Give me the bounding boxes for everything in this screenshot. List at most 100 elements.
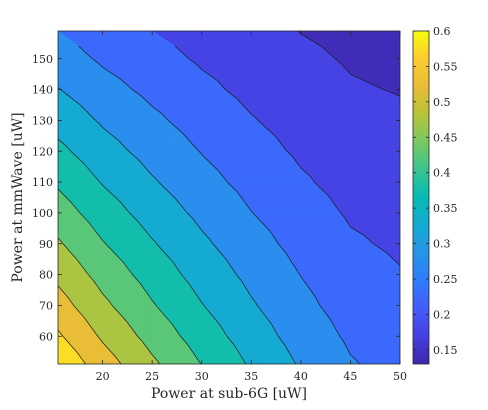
contour-line: [172, 261, 182, 275]
contour-line: [252, 212, 271, 233]
contour-line: [95, 120, 99, 124]
contour-line: [383, 89, 394, 94]
colorbar-tick-label: 0.35: [433, 202, 458, 215]
contour-line: [151, 175, 157, 180]
contour-line: [141, 95, 153, 107]
colorbar-tick-label: 0.6: [433, 25, 451, 38]
y-tick-label: 120: [32, 145, 53, 158]
colorbar-tick-label: 0.3: [433, 238, 451, 251]
contour-line: [132, 274, 140, 283]
contour-line: [167, 120, 183, 133]
contour-line: [78, 45, 93, 60]
contour-band: [151, 31, 176, 60]
x-tick-label: 20: [96, 370, 110, 383]
contour-line: [300, 276, 316, 297]
contour-line: [97, 62, 103, 68]
x-tick-label: 35: [244, 370, 258, 383]
contour-line: [99, 181, 102, 184]
contour-line: [275, 136, 288, 152]
contour-line: [255, 302, 258, 306]
contour-line: [328, 195, 341, 214]
contour-line: [209, 238, 214, 244]
contour-line: [97, 336, 100, 339]
contour-line: [70, 150, 85, 165]
contour-line: [151, 300, 156, 304]
contour-line: [73, 305, 85, 319]
contour-line: [192, 218, 203, 231]
y-tick-label: 100: [32, 207, 53, 220]
contour-band: [251, 31, 300, 60]
contour-line: [364, 80, 384, 90]
contour-line: [156, 243, 173, 263]
contour-line: [251, 210, 253, 213]
contour-line: [181, 274, 189, 284]
contour-line: [111, 305, 127, 322]
contour-line: [309, 176, 315, 183]
contour-line: [188, 58, 196, 64]
contour-line: [341, 63, 351, 75]
contour-line: [58, 330, 62, 335]
contour-line: [102, 293, 110, 302]
contour-line: [93, 280, 103, 294]
contour-line: [102, 240, 105, 243]
contour-line: [255, 117, 259, 121]
contour-line: [194, 62, 202, 70]
contour-line: [314, 296, 321, 306]
y-tick-label: 90: [39, 238, 53, 251]
contour-line: [102, 127, 120, 142]
contour-line: [299, 274, 302, 277]
x-tick-label: 25: [145, 370, 159, 383]
contour-band: [58, 31, 80, 60]
contour-line: [285, 252, 300, 275]
contour-line: [105, 243, 124, 263]
y-tick-label: 150: [32, 53, 53, 66]
contour-line: [119, 78, 133, 90]
contour-line: [65, 145, 72, 152]
contour-band: [102, 31, 153, 60]
contour-plot-area: [57, 30, 401, 365]
contour-line: [385, 252, 400, 266]
contour-line: [225, 259, 237, 275]
contour-line: [129, 212, 139, 222]
contour-line: [188, 282, 203, 303]
contour-line: [60, 89, 81, 106]
contour-line: [62, 336, 78, 353]
y-axis-ticks: 60 70 80 90 100 110 120 130 140 150: [32, 53, 400, 343]
contour-line: [339, 336, 344, 341]
contour-line: [256, 305, 272, 325]
colorbar-tick-label: 0.15: [433, 344, 458, 357]
contour-line: [138, 159, 153, 176]
contour-line: [342, 340, 351, 355]
contour-line: [84, 317, 99, 337]
y-tick-label: 130: [32, 114, 53, 127]
contour-line: [76, 352, 86, 364]
contour-line: [277, 243, 287, 254]
contour-line: [104, 242, 106, 244]
contour-line: [171, 323, 181, 337]
contour-line: [292, 156, 302, 169]
x-tick-label: 45: [343, 370, 357, 383]
contour-line: [319, 305, 330, 319]
contour-line: [257, 120, 276, 137]
contour-line: [100, 183, 103, 186]
contour-line: [155, 305, 173, 325]
contour-line: [126, 321, 138, 337]
contour-line: [174, 45, 190, 60]
contour-line: [198, 150, 201, 153]
x-axis-label: Power at sub-6G [uW]: [151, 386, 307, 402]
contour-line: [300, 167, 311, 177]
contour-band: [201, 31, 252, 60]
contour-line: [84, 163, 100, 183]
contour-line: [350, 354, 357, 361]
contour-line: [88, 222, 103, 241]
contour-line: [156, 179, 159, 183]
contour-line: [236, 274, 242, 281]
contour-line: [62, 243, 79, 262]
contour-line: [175, 198, 188, 214]
contour-line: [60, 333, 64, 337]
contour-line: [181, 132, 200, 152]
contour-line: [137, 221, 153, 240]
contour-line: [251, 113, 256, 118]
contour-line: [201, 69, 218, 81]
